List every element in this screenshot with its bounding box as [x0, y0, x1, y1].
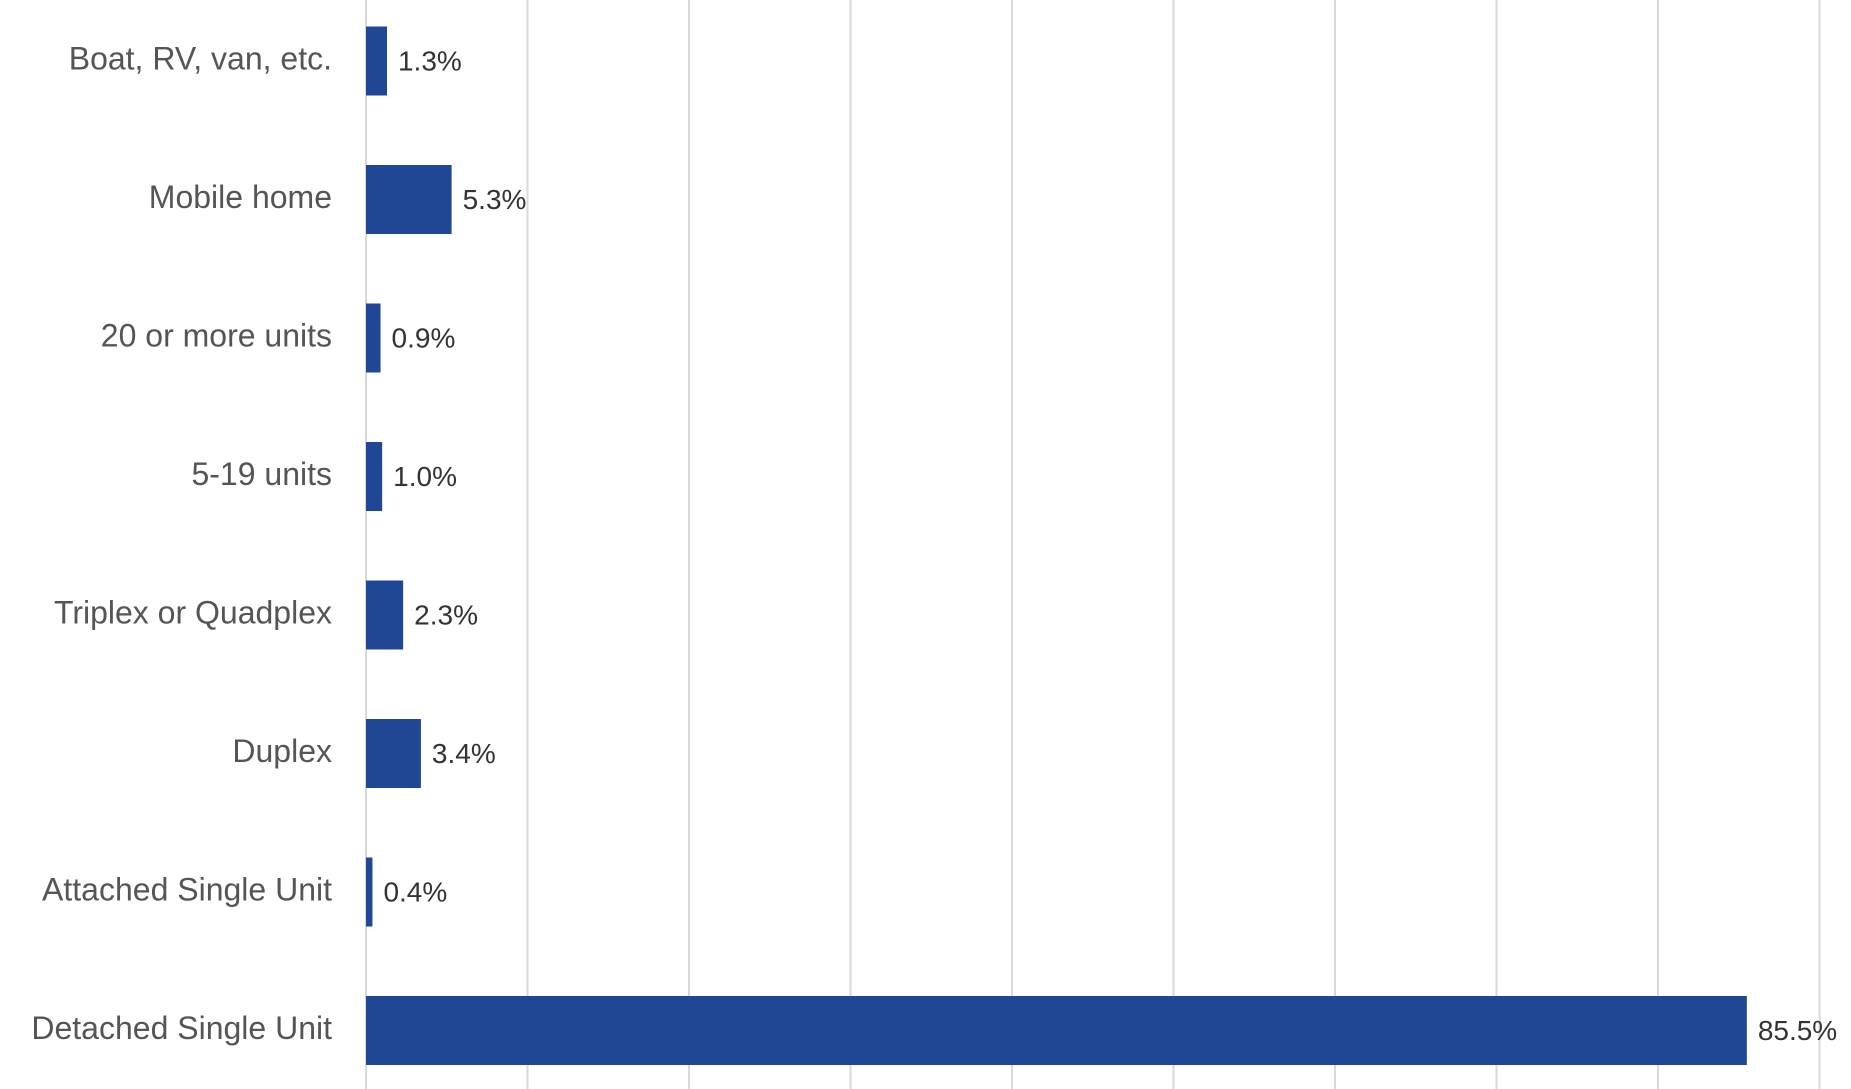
bars	[366, 26, 1747, 1065]
gridlines	[365, 0, 1821, 1089]
category-label-triplex-or-quadplex: Triplex or Quadplex	[54, 594, 332, 630]
data-labels: 1.3% 5.3% 0.9% 1.0% 2.3% 3.4% 0.4% 85.5%	[383, 45, 1837, 1046]
data-label-duplex: 3.4%	[432, 738, 496, 769]
category-label-20-or-more-units: 20 or more units	[101, 317, 332, 353]
category-label-attached-single-unit: Attached Single Unit	[42, 871, 332, 907]
data-label-boat-rv-van-etc: 1.3%	[398, 45, 462, 76]
data-label-20-or-more-units: 0.9%	[392, 322, 456, 353]
category-label-boat-rv-van-etc: Boat, RV, van, etc.	[69, 40, 332, 76]
bar-detached-single-unit	[366, 996, 1747, 1065]
bar-attached-single-unit	[366, 857, 373, 927]
data-label-triplex-or-quadplex: 2.3%	[414, 599, 478, 630]
category-label-mobile-home: Mobile home	[149, 179, 332, 215]
category-label-5-19-units: 5-19 units	[191, 456, 332, 492]
bar-duplex	[366, 719, 421, 788]
data-label-5-19-units: 1.0%	[393, 461, 457, 492]
data-label-mobile-home: 5.3%	[463, 184, 527, 215]
category-labels: Boat, RV, van, etc. Mobile home 20 or more…	[31, 40, 332, 1046]
bar-triplex-or-quadplex	[366, 580, 404, 650]
category-label-detached-single-unit: Detached Single Unit	[31, 1010, 332, 1046]
data-label-attached-single-unit: 0.4%	[383, 876, 447, 907]
bar-boat-rv-van-etc	[366, 26, 387, 96]
bar-20-or-more-units	[366, 303, 381, 373]
category-label-duplex: Duplex	[232, 733, 332, 769]
data-label-detached-single-unit: 85.5%	[1758, 1015, 1837, 1046]
bar-5-19-units	[366, 442, 383, 511]
bar-mobile-home	[366, 165, 452, 234]
